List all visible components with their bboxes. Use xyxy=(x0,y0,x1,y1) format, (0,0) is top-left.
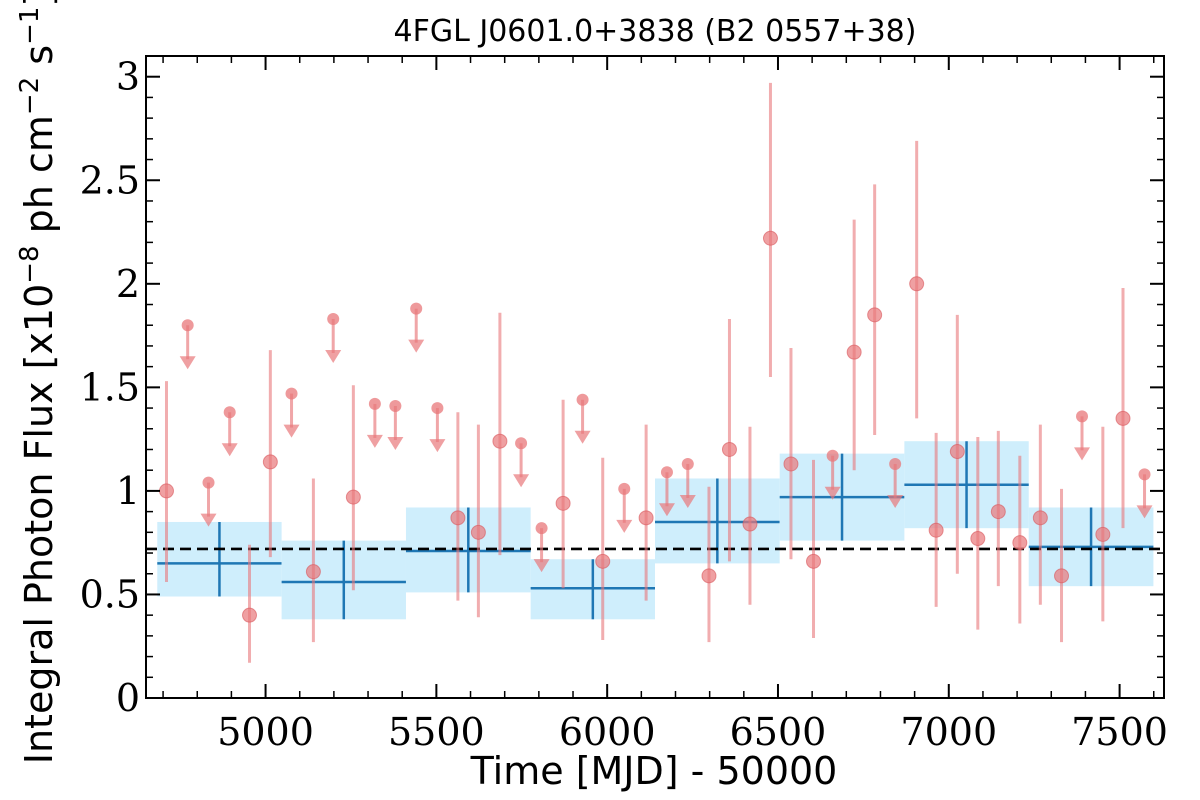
detection-point xyxy=(1032,510,1048,526)
upper-limit-point xyxy=(515,437,528,450)
upper-limit-arrow xyxy=(429,439,446,453)
upper-limit-point xyxy=(576,393,589,406)
detection-point xyxy=(721,441,737,457)
upper-limit-arrow xyxy=(325,350,342,364)
detection-point xyxy=(242,607,258,623)
y-tick-label: 2 xyxy=(116,262,140,306)
detection-point xyxy=(762,230,778,246)
y-tick-label: 3 xyxy=(116,55,140,99)
upper-limit-point xyxy=(1076,410,1089,423)
detection-point xyxy=(742,516,758,532)
detection-point xyxy=(846,344,862,360)
detection-point xyxy=(158,483,174,499)
upper-limit-point xyxy=(181,319,194,332)
y-axis-ticks: 0 0.5 1 1.5 2 2.5 3 xyxy=(80,55,1164,720)
y-axis-label: Integral Photon Flux [x10−8 ph cm−2 s−1] xyxy=(15,0,61,764)
x-tick-label: 5500 xyxy=(388,710,485,754)
x-axis-label: Time [MJD] - 50000 xyxy=(470,749,838,793)
upper-limit-arrow xyxy=(679,494,696,508)
y-axis-label-exp1: −8 xyxy=(15,245,45,283)
upper-limit-point xyxy=(285,387,298,400)
upper-limit-point xyxy=(826,449,839,462)
upper-limit-point xyxy=(535,522,548,535)
upper-limit-point xyxy=(681,457,694,470)
y-tick-label: 0 xyxy=(116,676,140,720)
upper-limit-point xyxy=(368,397,381,410)
x-tick-label: 6000 xyxy=(559,710,656,754)
upper-limit-arrow xyxy=(366,434,383,448)
y-tick-label: 1.5 xyxy=(80,365,140,409)
detection-point xyxy=(595,553,611,569)
upper-limit-arrow xyxy=(200,513,217,527)
upper-limit-arrow xyxy=(616,519,633,533)
y-tick-label: 2.5 xyxy=(80,158,140,202)
detection-point xyxy=(492,433,508,449)
detection-point xyxy=(1012,535,1028,551)
detection-point xyxy=(990,504,1006,520)
upper-limit-point xyxy=(389,399,402,412)
detection-point xyxy=(470,524,486,540)
upper-limit-point xyxy=(618,482,631,495)
detection-point xyxy=(555,495,571,511)
upper-limit-arrow xyxy=(283,424,300,438)
chart-title: 4FGL J0601.0+3838 (B2 0557+38) xyxy=(394,14,917,49)
y-axis-label-exp3: −1 xyxy=(15,7,45,45)
x-axis-ticks: 5000 5500 6000 6500 7000 7500 xyxy=(162,56,1168,754)
upper-limit-point xyxy=(410,302,423,315)
x-tick-label: 7500 xyxy=(1071,710,1168,754)
y-axis-label-end: ] xyxy=(17,0,61,7)
upper-limit-point xyxy=(223,406,236,419)
upper-limit-point xyxy=(327,313,340,326)
y-axis-label-mid: ph cm xyxy=(17,115,61,245)
detection-point xyxy=(305,564,321,580)
detection-point xyxy=(949,444,965,460)
y-axis-label-mid2: s xyxy=(17,45,61,77)
detection-point xyxy=(1054,568,1070,584)
upper-limit-point xyxy=(660,466,673,479)
upper-limit-point xyxy=(202,476,215,489)
x-tick-label: 5000 xyxy=(217,710,314,754)
upper-limit-arrow xyxy=(887,494,904,508)
detection-point xyxy=(783,456,799,472)
detection-point xyxy=(450,510,466,526)
x-tick-label: 7000 xyxy=(900,710,997,754)
detection-point xyxy=(806,553,822,569)
detection-point xyxy=(638,510,654,526)
y-axis-label-exp2: −2 xyxy=(15,77,45,115)
detection-point xyxy=(928,522,944,538)
detection-point xyxy=(345,489,361,505)
detection-point xyxy=(701,568,717,584)
upper-limit-arrow xyxy=(533,559,550,573)
detection-point xyxy=(1115,410,1131,426)
y-axis-label-main: Integral Photon Flux [x10 xyxy=(17,284,61,765)
upper-limit-arrow xyxy=(221,443,238,457)
detection-point xyxy=(867,307,883,323)
y-tick-label: 1 xyxy=(116,469,140,513)
y-tick-label: 0.5 xyxy=(80,572,140,616)
detection-point xyxy=(1095,526,1111,542)
detections-layer xyxy=(158,82,1131,663)
upper-limit-arrow xyxy=(574,430,591,444)
upper-limit-point xyxy=(889,457,902,470)
upper-limit-point xyxy=(1138,468,1151,481)
detection-point xyxy=(262,454,278,470)
upper-limit-point xyxy=(431,402,444,415)
plot-frame xyxy=(145,55,1165,699)
detection-point xyxy=(970,531,986,547)
detection-point xyxy=(909,276,925,292)
upper-limits-layer xyxy=(179,302,1153,573)
upper-limit-arrow xyxy=(658,503,675,517)
upper-limit-arrow xyxy=(179,356,196,370)
upper-limit-arrow xyxy=(408,339,425,353)
upper-limit-arrow xyxy=(824,486,841,500)
binned-flux-layer xyxy=(157,441,1154,620)
upper-limit-arrow xyxy=(1074,447,1091,461)
upper-limit-arrow xyxy=(387,436,404,450)
x-tick-label: 6500 xyxy=(730,710,827,754)
upper-limit-arrow xyxy=(513,474,530,488)
upper-limit-arrow xyxy=(1136,505,1153,519)
